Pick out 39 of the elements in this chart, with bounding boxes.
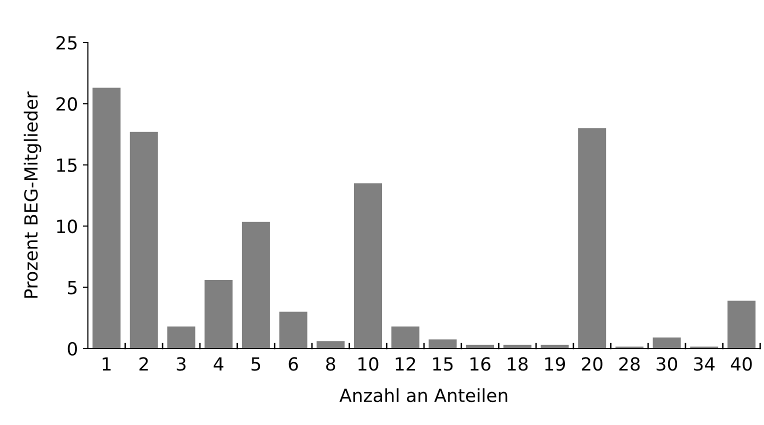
x-tick-label: 8 (326, 357, 336, 371)
y-tick-label: 10 (57, 220, 77, 234)
x-tick-label: 10 (358, 357, 378, 371)
bar (428, 339, 457, 348)
x-tick-label: 6 (288, 357, 298, 371)
x-tick-label: 16 (470, 357, 490, 371)
x-tick-label: 5 (252, 357, 260, 371)
y-axis-title: Prozent BEG-Mitglieder (24, 91, 42, 298)
x-tick-label: 19 (545, 357, 565, 371)
bar (578, 128, 606, 348)
y-tick-label: 0 (68, 342, 77, 356)
bar (92, 88, 121, 348)
x-tick-label: 12 (396, 357, 416, 371)
x-tick-label: 15 (433, 357, 453, 371)
x-tick-label: 34 (694, 357, 715, 371)
bar (130, 132, 158, 348)
bar (204, 280, 233, 348)
bar (728, 300, 756, 348)
x-tick-label: 3 (176, 357, 186, 371)
bar (652, 337, 681, 348)
y-tick-label: 5 (68, 280, 77, 294)
x-tick-label: 20 (582, 357, 602, 371)
x-tick-label: 4 (214, 357, 224, 371)
x-tick-label: 28 (619, 357, 640, 371)
bar (167, 326, 196, 348)
x-tick-label: 30 (656, 357, 678, 371)
x-tick-label: 2 (139, 357, 148, 371)
x-tick-label: 1 (102, 357, 111, 371)
y-tick-label: 15 (57, 158, 77, 172)
y-tick-label: 20 (56, 97, 77, 111)
bar (391, 326, 420, 348)
bar (279, 312, 308, 348)
x-tick-label: 18 (508, 357, 528, 371)
bar (242, 222, 270, 348)
bar (354, 183, 382, 348)
y-tick-label: 25 (56, 36, 77, 50)
x-axis-title: Anzahl an Anteilen (339, 388, 508, 402)
x-tick-label: 40 (730, 357, 752, 371)
bar (316, 341, 345, 348)
